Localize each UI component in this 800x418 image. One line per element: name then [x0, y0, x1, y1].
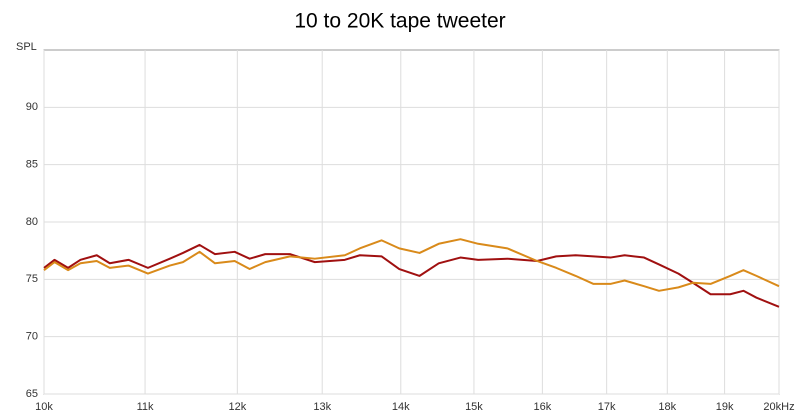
y-tick-label: 70	[26, 331, 38, 343]
x-tick-label: 19k	[716, 401, 734, 413]
x-tick-label: 13k	[313, 401, 331, 413]
x-tick-label: 14k	[392, 401, 410, 413]
y-tick-label: 80	[26, 216, 38, 228]
y-axis-label: SPL	[16, 41, 37, 53]
y-tick-label: 65	[26, 388, 38, 400]
x-tick-label: 12k	[228, 401, 246, 413]
x-tick-label: 10k	[35, 401, 53, 413]
y-tick-label: 85	[26, 159, 38, 171]
series-line	[43, 243, 780, 308]
chart-title: 10 to 20K tape tweeter	[294, 10, 505, 33]
x-tick-label: 11k	[137, 401, 154, 413]
x-tick-label: 17k	[598, 401, 616, 413]
x-tick-label: 18k	[658, 401, 676, 413]
series-line	[43, 238, 780, 292]
x-tick-label: 15k	[465, 401, 483, 413]
y-tick-label: 75	[26, 273, 38, 285]
y-tick-label: 90	[26, 101, 38, 113]
x-tick-label: 20kHz	[763, 401, 794, 413]
x-tick-label: 16k	[534, 401, 552, 413]
